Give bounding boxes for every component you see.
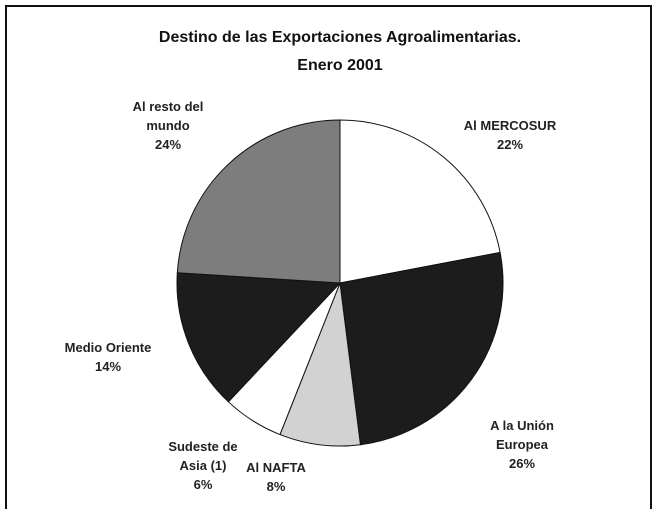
category-label: Sudeste de Asia (1) — [168, 439, 238, 473]
pie-slice — [339, 251, 504, 446]
value-label: 6% — [193, 477, 213, 492]
slice-label: Al MERCOSUR 22% — [430, 116, 590, 154]
category-label: Al NAFTA — [246, 460, 306, 475]
slice-label: Al resto del mundo 24% — [123, 97, 213, 154]
pie-slice — [176, 119, 341, 284]
category-label: Al resto del mundo — [132, 99, 204, 133]
value-label: 26% — [508, 456, 536, 471]
value-label: 22% — [496, 137, 524, 152]
value-label: 24% — [154, 137, 182, 152]
slice-label: Medio Oriente 14% — [38, 338, 178, 376]
slice-label: Al NAFTA 8% — [226, 458, 326, 496]
frame — [5, 5, 652, 509]
value-label: 14% — [94, 359, 122, 374]
category-label: Al MERCOSUR — [463, 118, 557, 133]
pie-slice — [176, 272, 342, 403]
value-label: 8% — [266, 479, 286, 494]
category-label: A la Unión Europea — [490, 418, 554, 452]
chart-subtitle: Enero 2001 — [297, 57, 382, 74]
slice-label: Sudeste de Asia (1) 6% — [163, 437, 243, 494]
slice-label: A la Unión Europea 26% — [482, 416, 562, 473]
pie-slice — [339, 119, 501, 284]
category-label: Medio Oriente — [64, 340, 152, 355]
chart-title: Destino de las Exportaciones Agroaliment… — [159, 29, 521, 46]
